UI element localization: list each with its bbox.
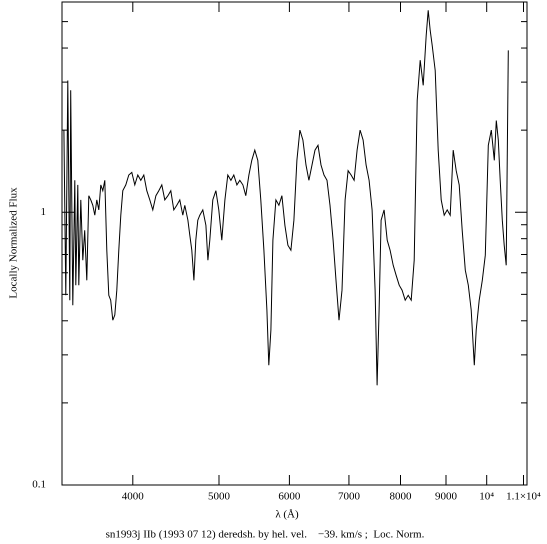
x-tick-label: 8000 xyxy=(390,491,413,503)
spectrum-line xyxy=(63,10,509,386)
x-tick-label: 10⁴ xyxy=(479,491,494,503)
x-tick-label: 1.1×10⁴ xyxy=(506,491,541,503)
x-tick-label: 6000 xyxy=(278,491,301,503)
x-tick-label: 5000 xyxy=(208,491,231,503)
y-tick-label: 1 xyxy=(41,206,47,218)
x-tick-label: 4000 xyxy=(122,491,145,503)
plot-frame xyxy=(61,1,528,486)
x-tick-label: 9000 xyxy=(435,491,458,503)
x-axis-label: λ (Å) xyxy=(275,509,299,521)
caption: sn1993j IIb (1993 07 12) deredsh. by hel… xyxy=(106,529,425,541)
y-tick-label: 0.1 xyxy=(32,479,46,491)
x-tick-label: 7000 xyxy=(338,491,361,503)
y-axis-label: Locally Normalized Flux xyxy=(8,187,20,299)
